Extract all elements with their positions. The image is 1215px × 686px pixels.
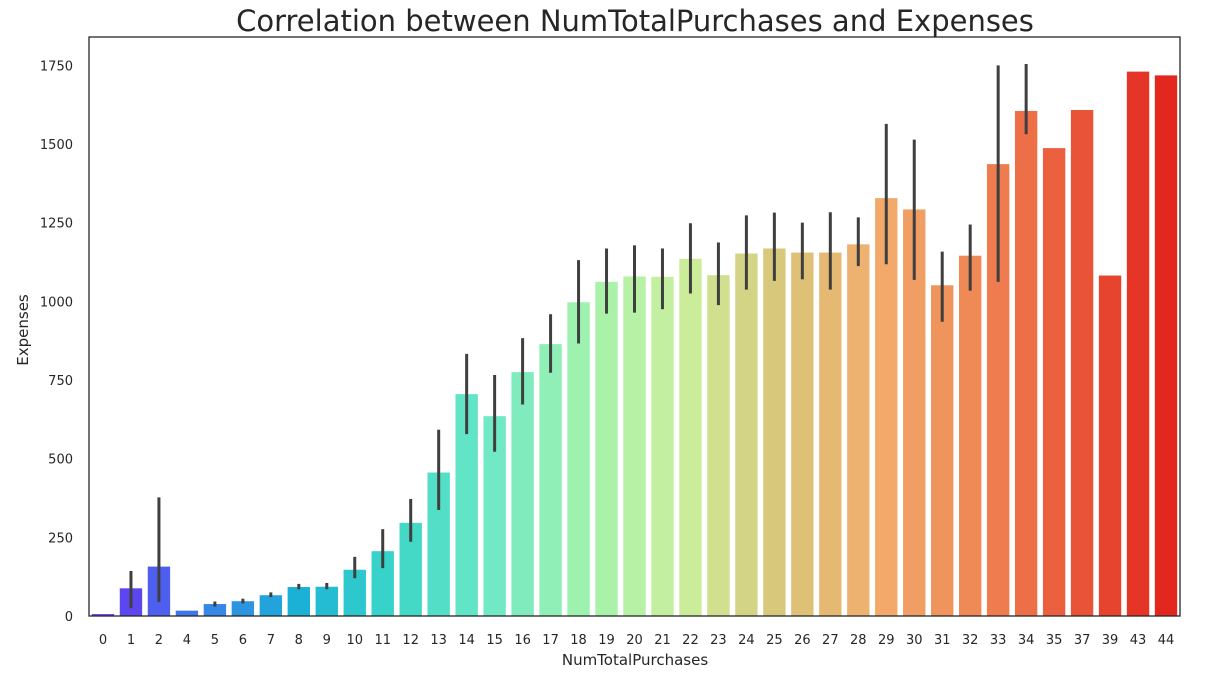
bar-37: [1070, 110, 1094, 617]
x-tick-label: 21: [654, 633, 671, 648]
x-tick-label: 44: [1158, 633, 1175, 648]
x-tick-label: 9: [323, 633, 331, 648]
y-tick-label: 1750: [40, 59, 73, 74]
x-tick-label: 8: [295, 633, 303, 648]
bar-22: [679, 258, 702, 616]
bar-25: [763, 248, 786, 616]
x-tick-label: 33: [990, 633, 1007, 648]
bar-44: [1154, 75, 1178, 617]
bar-6: [231, 601, 255, 616]
x-tick-label: 28: [850, 633, 867, 648]
bars-layer: [91, 71, 1178, 617]
y-tick-label: 250: [48, 531, 73, 546]
bar-35: [1042, 148, 1066, 616]
x-axis-label: NumTotalPurchases: [562, 651, 708, 669]
x-tick-label: 7: [267, 633, 275, 648]
bar-21: [651, 276, 674, 616]
x-tick-label: 23: [710, 633, 727, 648]
bar-13: [427, 472, 450, 616]
x-tick-label: 43: [1130, 633, 1147, 648]
bar-28: [847, 244, 870, 616]
bar-9: [315, 586, 338, 616]
y-axis-label: Expenses: [14, 294, 32, 366]
bar-7: [259, 595, 283, 616]
x-tick-label: 30: [906, 633, 923, 648]
bar-19: [595, 281, 618, 616]
bar-34: [1014, 110, 1038, 617]
x-tick-label: 26: [794, 633, 811, 648]
x-tick-label: 19: [598, 633, 615, 648]
bar-24: [735, 253, 758, 616]
bar-4: [175, 610, 199, 616]
x-tick-label: 32: [962, 633, 979, 648]
y-tick-label: 1500: [40, 138, 73, 153]
bar-23: [707, 275, 730, 616]
x-tick-label: 4: [183, 633, 191, 648]
bar-16: [511, 372, 534, 616]
bar-17: [539, 344, 562, 616]
x-tick-label: 5: [211, 633, 219, 648]
bar-8: [287, 587, 310, 616]
bar-26: [791, 252, 814, 616]
x-tick-label: 39: [1102, 633, 1119, 648]
x-tick-label: 20: [626, 633, 643, 648]
x-tick-label: 11: [374, 633, 391, 648]
x-tick-label: 25: [766, 633, 783, 648]
bar-18: [567, 302, 590, 616]
bar-29: [875, 198, 898, 616]
bar-39: [1098, 275, 1122, 616]
bar-31: [931, 285, 954, 616]
bar-30: [903, 209, 926, 617]
x-tick-label: 18: [570, 633, 587, 648]
y-tick-label: 0: [65, 610, 73, 625]
x-tick-label: 12: [402, 633, 419, 648]
x-tick-label: 14: [458, 633, 475, 648]
bar-27: [819, 252, 842, 616]
bar-15: [483, 416, 506, 616]
y-tick-label: 1000: [40, 295, 73, 310]
bar-10: [343, 569, 366, 616]
bar-5: [203, 604, 227, 616]
x-tick-label: 27: [822, 633, 839, 648]
bar-33: [986, 164, 1010, 616]
bar-43: [1126, 71, 1150, 616]
bar-14: [455, 394, 478, 616]
x-tick-label: 1: [127, 633, 135, 648]
x-tick-label: 34: [1018, 633, 1035, 648]
y-tick-label: 1250: [40, 217, 73, 232]
bar-12: [399, 522, 422, 616]
x-tick-label: 24: [738, 633, 755, 648]
y-axis-ticks: 0 250 500 750 1000 1250 1500 1750: [40, 59, 73, 625]
bar-32: [959, 255, 982, 616]
x-tick-label: 29: [878, 633, 895, 648]
x-tick-label: 15: [486, 633, 503, 648]
bar-11: [371, 551, 394, 616]
x-tick-label: 37: [1074, 633, 1091, 648]
x-tick-label: 2: [155, 633, 163, 648]
x-tick-label: 31: [934, 633, 951, 648]
bar-20: [623, 276, 646, 616]
chart-title: Correlation between NumTotalPurchases an…: [236, 4, 1034, 38]
bar-0: [91, 614, 115, 616]
x-tick-label: 17: [542, 633, 559, 648]
error-bars-layer: [129, 64, 1028, 609]
x-tick-label: 16: [514, 633, 531, 648]
x-tick-label: 6: [239, 633, 247, 648]
y-tick-label: 500: [48, 453, 73, 468]
x-axis-ticks: 0 1 2 4 5 6 7 8 9 10 11 12 13 14 15 16 17 18 19 20 21 22 23 24 2…: [99, 633, 1174, 648]
y-tick-label: 750: [48, 374, 73, 389]
plot-frame: [88, 36, 1181, 617]
x-tick-label: 35: [1046, 633, 1063, 648]
x-tick-label: 0: [99, 633, 107, 648]
x-tick-label: 22: [682, 633, 699, 648]
x-tick-label: 13: [430, 633, 447, 648]
x-tick-label: 10: [346, 633, 363, 648]
